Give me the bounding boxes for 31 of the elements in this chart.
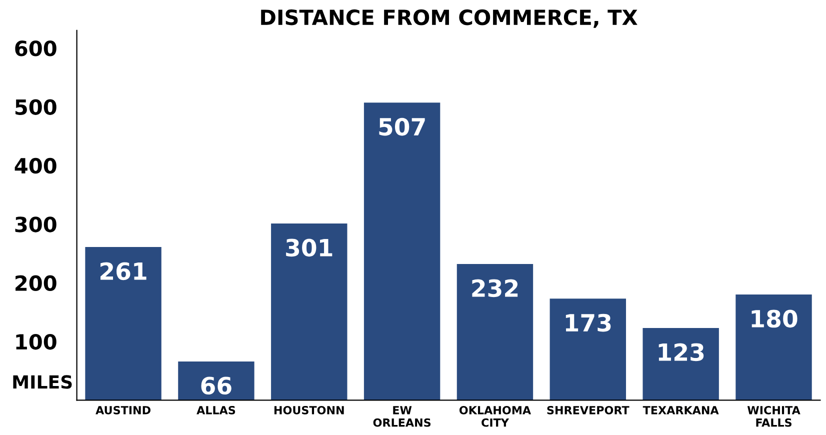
x-tick-label: TEXARKANA <box>642 406 719 414</box>
chart-title: DISTANCE FROM COMMERCE, TX <box>261 9 638 28</box>
data-label: 261 <box>100 262 146 280</box>
x-tick-label: AUSTIND <box>96 406 150 414</box>
data-label: 123 <box>658 343 704 362</box>
y-tick-label: 400 <box>14 158 56 174</box>
y-tick-label: 600 <box>15 40 56 56</box>
x-tick-label: EW ORLEANS <box>373 406 431 427</box>
bar <box>736 294 812 400</box>
x-tick-label: SHREVEPORT <box>547 406 630 414</box>
y-axis-title: MILES <box>13 375 72 389</box>
x-tick-label: OKLAHOMA CITY <box>459 406 531 427</box>
data-label: 173 <box>566 314 611 332</box>
y-tick-label: 200 <box>16 275 56 292</box>
y-tick-label: 500 <box>15 99 56 115</box>
bar <box>364 102 440 400</box>
y-tick-label: 300 <box>15 216 56 232</box>
data-label: 232 <box>472 279 518 298</box>
data-label: 66 <box>201 376 232 395</box>
x-tick-label: WICHITA FALLS <box>747 406 800 427</box>
bar <box>550 298 626 400</box>
data-label: 301 <box>286 238 332 257</box>
x-tick-label: ALLAS <box>196 406 236 414</box>
x-tick-label: HOUSTONN <box>274 406 344 414</box>
bar <box>642 328 719 400</box>
bar <box>271 224 348 400</box>
data-label: 180 <box>752 310 798 328</box>
data-label: 507 <box>379 118 425 136</box>
bar <box>85 247 162 400</box>
y-tick-label: 100 <box>16 334 56 350</box>
bar <box>456 264 534 400</box>
